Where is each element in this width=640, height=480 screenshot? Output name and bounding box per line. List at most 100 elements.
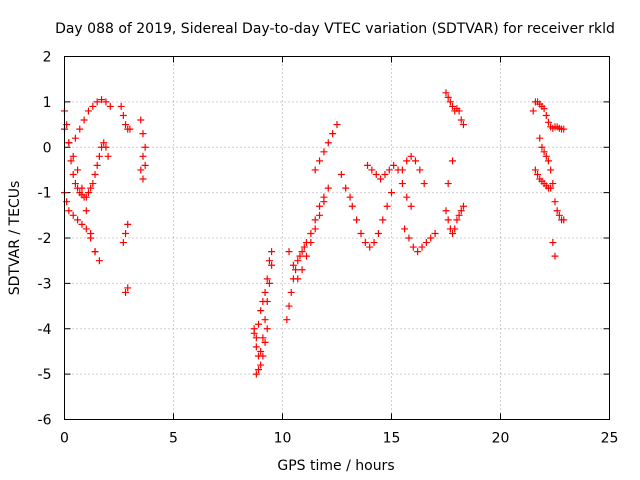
data-point	[431, 229, 439, 237]
data-point	[551, 252, 559, 260]
data-point	[119, 111, 127, 119]
data-point	[124, 284, 132, 292]
y-tick-label: 2	[43, 50, 52, 66]
data-point	[141, 161, 149, 169]
data-point	[333, 121, 341, 129]
data-point	[379, 216, 387, 224]
data-point	[368, 166, 376, 174]
data-point	[449, 157, 457, 165]
data-point	[95, 257, 103, 265]
data-series	[348, 152, 439, 256]
data-point	[259, 352, 267, 360]
data-point	[255, 320, 263, 328]
data-point	[74, 216, 82, 224]
y-axis-label: SDTVAR / TECUs	[7, 181, 23, 296]
data-point	[414, 248, 422, 256]
data-point	[69, 170, 77, 178]
data-point	[137, 166, 145, 174]
data-point	[122, 121, 130, 129]
y-tick-label: -3	[38, 276, 52, 292]
data-point	[357, 229, 365, 237]
data-point	[370, 239, 378, 247]
data-point	[252, 334, 260, 342]
data-point	[390, 161, 398, 169]
data-point	[403, 157, 411, 165]
data-point	[316, 211, 324, 219]
data-point	[261, 288, 269, 296]
x-tick-label: 20	[492, 431, 510, 447]
data-point	[102, 143, 110, 151]
y-tick-label: 0	[43, 140, 52, 156]
data-point	[141, 143, 149, 151]
data-point	[551, 198, 559, 206]
data-point	[420, 180, 428, 188]
data-point	[80, 116, 88, 124]
data-point	[529, 107, 537, 115]
data-point	[268, 248, 276, 256]
data-point	[294, 257, 302, 265]
data-point	[89, 180, 97, 188]
data-point	[457, 116, 465, 124]
x-tick-label: 25	[601, 431, 619, 447]
chart-title: Day 088 of 2019, Sidereal Day-to-day VTE…	[55, 21, 615, 37]
data-point	[385, 166, 393, 174]
data-point	[547, 166, 555, 174]
data-point	[403, 193, 411, 201]
data-point	[257, 347, 265, 355]
data-point	[381, 170, 389, 178]
data-point	[137, 116, 145, 124]
y-tick-label: -2	[38, 231, 52, 247]
data-point	[540, 105, 548, 113]
data-point	[542, 111, 550, 119]
data-point	[444, 93, 452, 101]
data-point	[78, 184, 86, 192]
data-point	[119, 239, 127, 247]
data-point	[444, 180, 452, 188]
data-point	[252, 370, 260, 378]
tick-labels: 0 5 10 15 20 25 -6 -5 -4 -3 -2 -1 0 1 2	[38, 50, 619, 447]
data-point	[76, 125, 84, 133]
data-point	[553, 207, 561, 215]
data-point	[401, 225, 409, 233]
data-point	[442, 207, 450, 215]
data-point	[139, 175, 147, 183]
data-point	[444, 216, 452, 224]
data-point	[259, 334, 267, 342]
data-point	[374, 229, 382, 237]
data-point	[555, 211, 563, 219]
data-point	[353, 216, 361, 224]
data-point	[377, 175, 385, 183]
data-point	[442, 89, 450, 97]
data-point	[453, 216, 461, 224]
data-point	[544, 157, 552, 165]
data-point	[265, 279, 273, 287]
y-tick-label: -5	[38, 367, 52, 383]
data-point	[89, 102, 97, 110]
data-point	[84, 189, 92, 197]
data-series	[442, 89, 467, 237]
data-point	[78, 220, 86, 228]
data-series	[61, 96, 114, 265]
data-series	[250, 248, 276, 378]
data-point	[87, 229, 95, 237]
data-point	[294, 275, 302, 283]
data-point	[263, 275, 271, 283]
data-point	[82, 225, 90, 233]
data-point	[549, 239, 557, 247]
data-point	[549, 180, 557, 188]
data-point	[364, 161, 372, 169]
data-point	[547, 184, 555, 192]
y-tick-label: -1	[38, 186, 52, 202]
data-point	[104, 152, 112, 160]
data-point	[93, 161, 101, 169]
data-point	[126, 125, 134, 133]
data-point	[302, 252, 310, 260]
data-point	[418, 243, 426, 251]
data-point	[324, 139, 332, 147]
data-point	[122, 229, 130, 237]
data-point	[427, 234, 435, 242]
data-point	[405, 234, 413, 242]
y-tick-label: -6	[38, 413, 52, 429]
data-point	[250, 325, 258, 333]
